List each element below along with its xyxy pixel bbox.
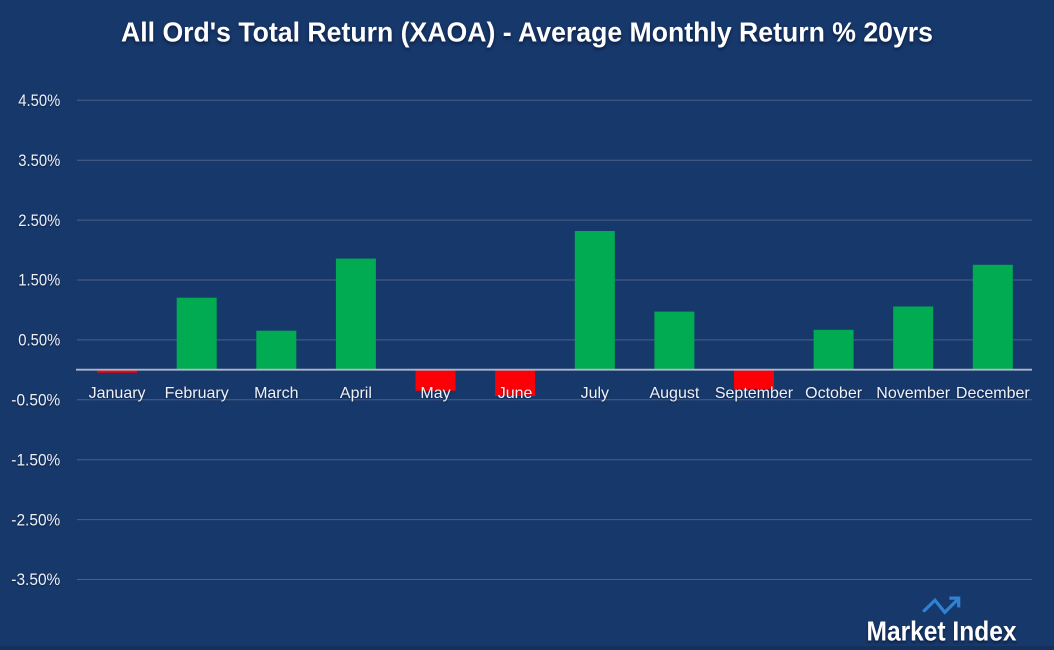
svg-text:October: October (805, 385, 863, 402)
svg-text:December: December (956, 385, 1030, 402)
svg-text:-2.50%: -2.50% (11, 511, 60, 529)
svg-text:May: May (420, 385, 450, 402)
svg-text:June: June (498, 385, 533, 402)
svg-text:March: March (254, 385, 298, 402)
svg-text:July: July (581, 385, 609, 402)
svg-text:4.50%: 4.50% (18, 92, 60, 110)
svg-text:November: November (876, 385, 950, 402)
svg-text:0.50%: 0.50% (18, 332, 60, 350)
svg-text:January: January (89, 385, 146, 402)
svg-text:All Ord's Total Return (XAOA): All Ord's Total Return (XAOA) - Average … (121, 17, 933, 48)
svg-text:-1.50%: -1.50% (11, 451, 60, 469)
svg-text:1.50%: 1.50% (18, 272, 60, 290)
svg-text:August: August (649, 385, 699, 402)
svg-text:3.50%: 3.50% (18, 152, 60, 170)
svg-text:Market Index: Market Index (867, 616, 1017, 647)
svg-text:-0.50%: -0.50% (11, 392, 60, 410)
svg-text:2.50%: 2.50% (18, 212, 60, 230)
svg-text:September: September (715, 385, 794, 402)
svg-text:-3.50%: -3.50% (11, 571, 60, 589)
svg-text:February: February (165, 385, 229, 402)
svg-text:April: April (340, 385, 372, 402)
